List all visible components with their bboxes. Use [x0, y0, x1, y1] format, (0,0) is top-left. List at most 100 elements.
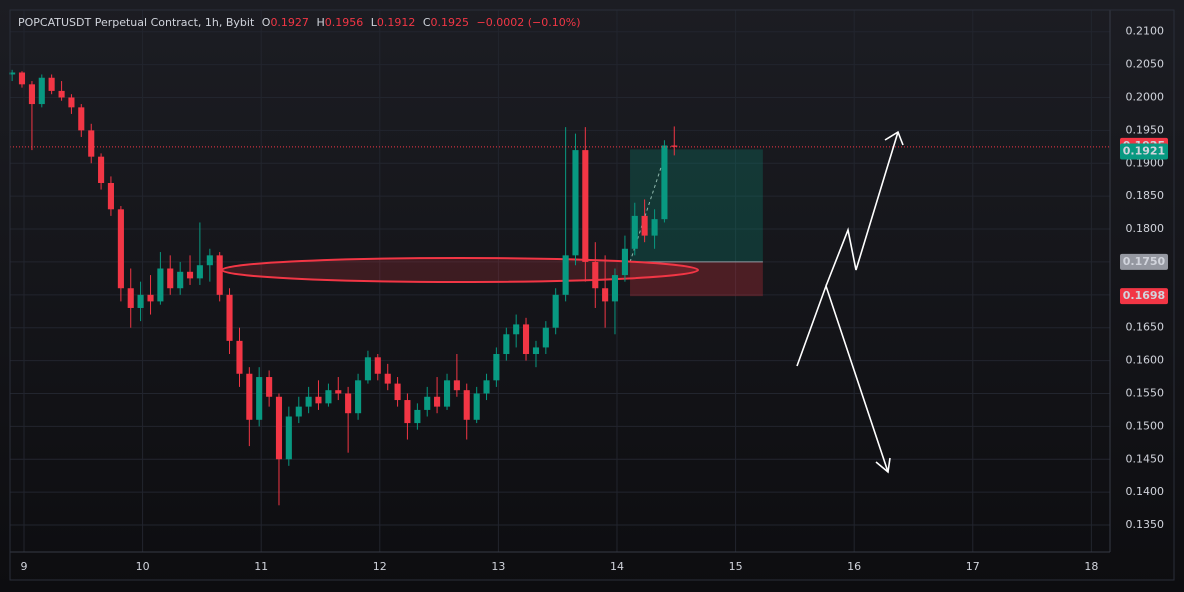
candle-body — [305, 396, 312, 407]
price-tag-label: 0.1750 — [1123, 255, 1166, 268]
y-tick-label: 0.1550 — [1126, 386, 1165, 399]
candle-body — [196, 265, 203, 279]
position-tool — [629, 149, 763, 297]
candle-body — [295, 406, 302, 417]
price-tag — [1120, 253, 1168, 270]
candle-body — [355, 380, 362, 414]
candle-body — [621, 248, 628, 276]
candle-body — [335, 390, 342, 394]
price-tag-label: 0.1698 — [1123, 289, 1165, 302]
candle-body — [414, 409, 421, 424]
frame — [9, 9, 1175, 581]
candle-body — [661, 145, 668, 220]
low-value: 0.1912 — [377, 16, 416, 29]
legend: POPCATUSDT Perpetual Contract, 1h, Bybit… — [18, 16, 581, 29]
candle-body — [38, 77, 45, 105]
candle-body — [631, 215, 638, 249]
price-tag — [1120, 288, 1168, 305]
y-tick-label: 0.2000 — [1126, 90, 1165, 103]
candle-body — [226, 294, 233, 341]
candle-body — [463, 390, 470, 420]
candle-body — [384, 373, 391, 384]
y-tick-label: 0.1500 — [1126, 419, 1165, 432]
candle-body — [315, 396, 322, 404]
candle-body — [58, 90, 65, 98]
candle-body — [641, 215, 648, 236]
candle-body — [493, 354, 500, 381]
y-tick-label: 0.2100 — [1126, 25, 1165, 38]
x-tick-label: 16 — [847, 560, 861, 573]
y-tick-label: 0.1850 — [1126, 189, 1165, 202]
candle-body — [206, 255, 213, 266]
candle-body — [434, 396, 441, 407]
candle-body — [404, 400, 411, 424]
axes: 0.1350 0.1400 0.1450 0.1500 0.1550 0.1600 0.16… — [20, 25, 1168, 573]
y-tick-label: 0.1900 — [1126, 156, 1165, 169]
symbol-title: POPCATUSDT Perpetual Contract, 1h, Bybit — [18, 16, 255, 29]
candle-body — [167, 268, 174, 289]
x-tick-label: 12 — [373, 560, 387, 573]
candle-body — [522, 324, 530, 355]
candle-body — [177, 271, 184, 289]
price-tag-label: 0.1921 — [1123, 144, 1165, 157]
ohlc-letter: L — [371, 16, 378, 29]
candle-body — [424, 396, 431, 410]
candle-body — [473, 393, 480, 420]
up-scenario-arrow — [825, 131, 899, 287]
y-tick-label: 0.1350 — [1126, 518, 1165, 531]
candle-body — [147, 294, 154, 302]
candle-body — [611, 275, 619, 302]
y-tick-label: 0.1600 — [1126, 354, 1165, 367]
x-tick-label: 18 — [1084, 560, 1098, 573]
candle-body — [345, 393, 352, 414]
candle-body — [18, 72, 26, 85]
candle-body — [186, 271, 194, 279]
y-tick-label: 0.1800 — [1126, 222, 1165, 235]
y-tick-label: 0.1450 — [1126, 452, 1165, 465]
candle-body — [542, 327, 549, 348]
candle-body — [275, 396, 283, 460]
candle-body — [246, 373, 253, 420]
candle-body — [582, 150, 589, 262]
candle-body — [98, 156, 105, 183]
loss-zone — [630, 261, 763, 297]
candle-body — [602, 288, 609, 302]
candle-body — [394, 383, 401, 401]
candle-body — [266, 377, 273, 397]
candle-body — [107, 182, 114, 210]
candle-body — [88, 130, 95, 157]
candle-body — [562, 255, 569, 295]
candle-body — [236, 340, 243, 374]
candle-body — [256, 377, 263, 420]
y-tick-label: 0.1400 — [1126, 485, 1165, 498]
y-tick-label: 0.1950 — [1126, 123, 1165, 136]
close-value: 0.1925 — [431, 16, 470, 29]
candle-body — [48, 77, 55, 91]
x-tick-label: 9 — [20, 560, 27, 573]
candle-body — [9, 72, 16, 75]
candle-body — [137, 294, 144, 308]
change: −0.0002 (−0.10%) — [477, 16, 581, 29]
candle-body — [68, 97, 75, 108]
y-tick-label: 0.2050 — [1126, 58, 1165, 71]
arrow-head — [884, 130, 904, 146]
candle-body — [364, 357, 371, 381]
candle-body — [503, 334, 510, 355]
x-tick-label: 14 — [610, 560, 624, 573]
open-value: 0.1927 — [270, 16, 309, 29]
candle-body — [443, 380, 451, 407]
y-tick-label: 0.1650 — [1126, 321, 1165, 334]
candle-body — [651, 219, 658, 236]
candle-body — [374, 357, 381, 374]
candles — [9, 69, 1110, 506]
profit-zone — [630, 149, 763, 262]
candle-body — [552, 294, 559, 328]
candle-body — [157, 268, 164, 302]
ohlc-letter: C — [423, 16, 431, 29]
candle-body — [216, 255, 223, 295]
high-value: 0.1956 — [325, 16, 364, 29]
candle-body — [117, 209, 124, 289]
candle-body — [513, 324, 520, 335]
